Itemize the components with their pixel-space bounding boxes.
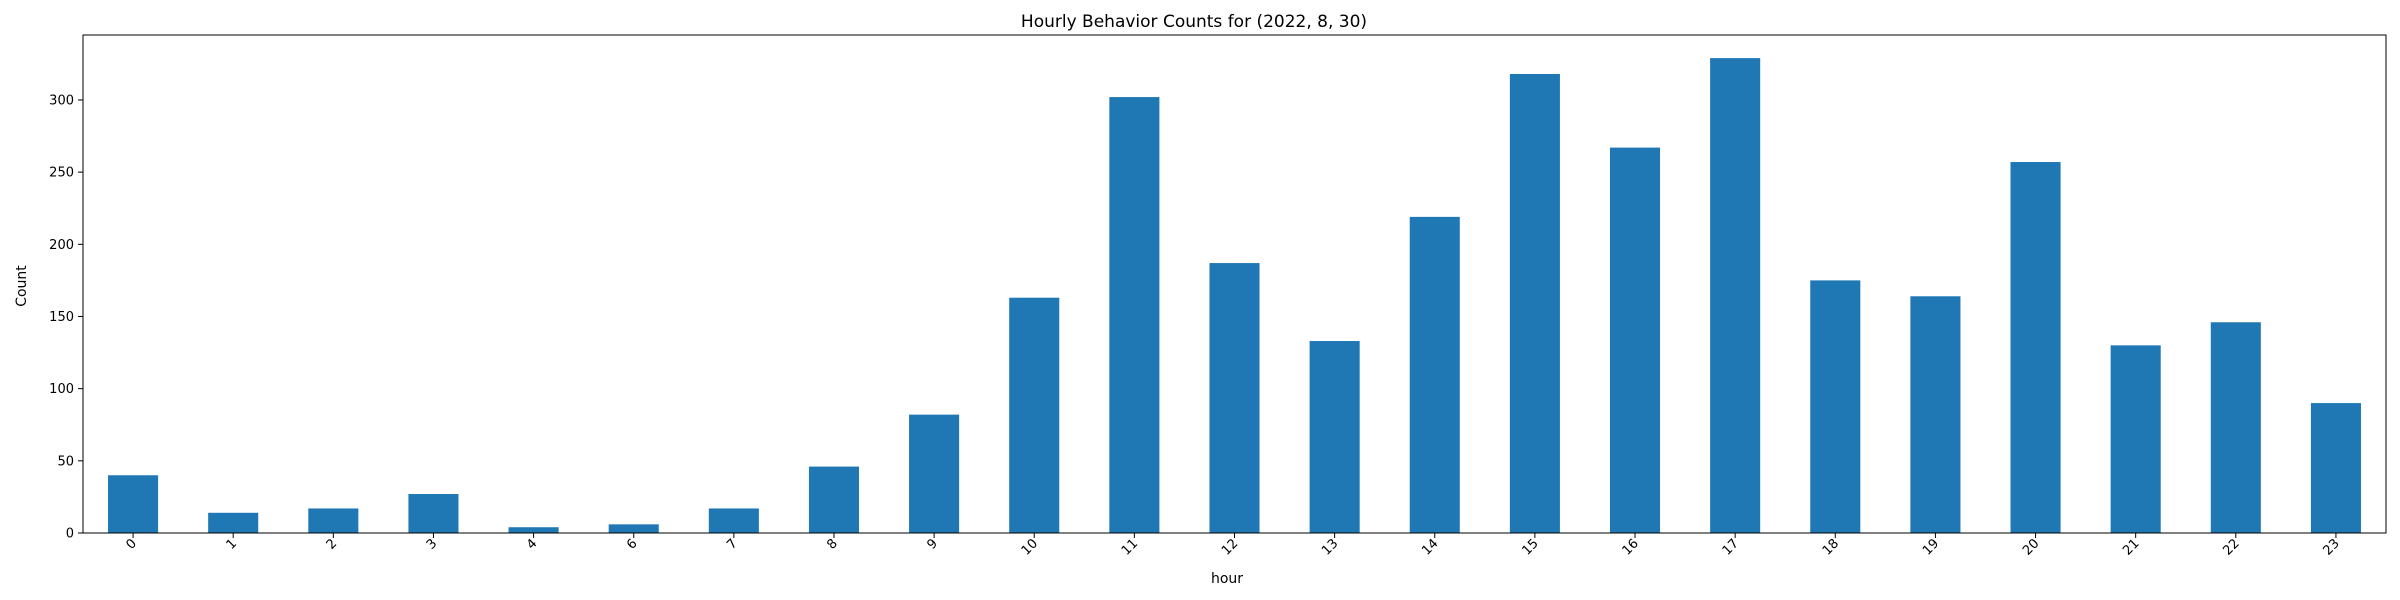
x-tick-label: 23 xyxy=(2320,536,2342,558)
y-tick-label: 200 xyxy=(49,238,74,253)
x-tick-label: 11 xyxy=(1119,536,1141,558)
y-tick-label: 300 xyxy=(49,93,74,108)
x-tick-label: 20 xyxy=(2020,536,2042,558)
x-tick-label: 15 xyxy=(1519,536,1541,558)
bar-hour-18 xyxy=(1810,280,1861,533)
bar-hour-15 xyxy=(1509,73,1560,534)
x-tick-label: 18 xyxy=(1820,536,1842,558)
y-axis-label: Count xyxy=(14,265,30,307)
x-tick-label: 17 xyxy=(1720,536,1742,558)
x-tick-label: 22 xyxy=(2220,536,2242,558)
x-tick-label: 0 xyxy=(123,536,139,552)
axes-frame xyxy=(82,34,2387,534)
bar-hour-1 xyxy=(208,512,259,533)
x-tick-label: 2 xyxy=(324,536,340,552)
bar-hour-11 xyxy=(1109,97,1160,533)
x-tick-label: 10 xyxy=(1019,536,1041,558)
x-tick-label: 9 xyxy=(924,536,940,552)
bar-hour-9 xyxy=(909,414,960,533)
bar-hour-7 xyxy=(708,508,759,533)
x-axis-label: hour xyxy=(1211,571,1243,587)
bar-hour-12 xyxy=(1209,263,1260,533)
bar-hour-10 xyxy=(1009,297,1060,533)
bar-hour-6 xyxy=(608,524,659,533)
x-tick-label: 19 xyxy=(1920,536,1942,558)
x-tick-label: 8 xyxy=(824,536,840,552)
bar-hour-16 xyxy=(1609,147,1661,533)
bar-hour-13 xyxy=(1309,341,1360,533)
bar-hour-20 xyxy=(2010,162,2061,533)
x-tick-label: 6 xyxy=(624,536,640,552)
bar-hour-4 xyxy=(508,527,559,533)
bar-hour-23 xyxy=(2310,403,2361,533)
bar-hour-0 xyxy=(108,475,159,533)
y-tick-label: 150 xyxy=(49,310,74,325)
y-tick-label: 50 xyxy=(57,454,74,469)
x-tick-label: 21 xyxy=(2120,536,2142,558)
x-tick-label: 7 xyxy=(724,536,740,552)
x-tick-label: 14 xyxy=(1419,536,1441,558)
bar-hour-22 xyxy=(2210,322,2261,533)
bar-hour-17 xyxy=(1710,58,1761,534)
y-tick-label: 100 xyxy=(49,382,74,397)
bar-hour-19 xyxy=(1910,296,1961,533)
bar-hour-14 xyxy=(1409,216,1460,533)
bar-hour-21 xyxy=(2110,345,2161,533)
x-tick-label: 3 xyxy=(424,536,440,552)
x-tick-label: 4 xyxy=(524,536,540,552)
x-tick-label: 13 xyxy=(1319,536,1341,558)
y-tick-label: 0 xyxy=(66,527,74,542)
y-tick-label: 250 xyxy=(49,166,74,181)
x-tick-label: 16 xyxy=(1620,536,1642,558)
x-tick-label: 1 xyxy=(224,536,240,552)
chart-title: Hourly Behavior Counts for (2022, 8, 30) xyxy=(1021,12,1367,32)
bar-hour-3 xyxy=(408,494,459,533)
bar-hour-2 xyxy=(308,508,359,533)
bar-hour-8 xyxy=(808,466,860,533)
x-tick-label: 12 xyxy=(1219,536,1241,558)
